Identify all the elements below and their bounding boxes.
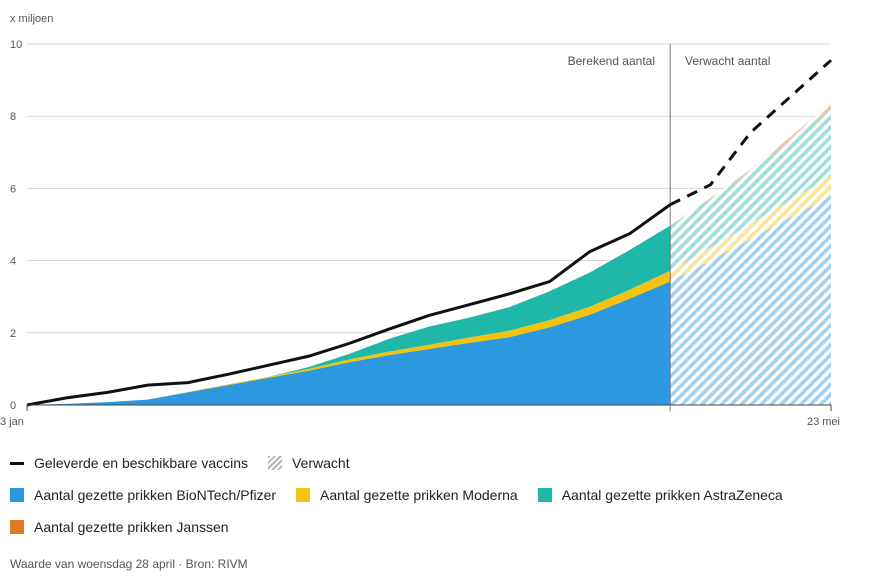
legend-item-astrazeneca: Aantal gezette prikken AstraZeneca — [537, 487, 783, 503]
delivered-line-group — [26, 59, 833, 407]
legend-row-2: Aantal gezette prikken BioNTech/Pfizer A… — [10, 479, 870, 511]
legend-swatch-janssen — [10, 520, 24, 534]
y-tick-label-4: 4 — [10, 256, 16, 268]
expected-hatch-area — [670, 102, 831, 406]
source-note: Waarde van woensdag 28 april · Bron: RIV… — [10, 557, 248, 571]
area-series-0 — [27, 195, 831, 405]
legend-label-moderna: Aantal gezette prikken Moderna — [320, 487, 518, 503]
y-tick-label-0: 0 — [10, 400, 16, 412]
legend-line-swatch — [10, 461, 24, 465]
legend: Geleverde en beschikbare vaccins Verwach… — [10, 447, 870, 543]
x-tick-label-0: 3 jan — [0, 416, 24, 428]
delivered-line-solid — [26, 203, 672, 407]
legend-label-janssen: Aantal gezette prikken Janssen — [34, 519, 229, 535]
expected-hatch-overlay — [669, 44, 831, 411]
phase-label-computed: Berekend aantal — [568, 54, 655, 68]
legend-item-pfizer: Aantal gezette prikken BioNTech/Pfizer — [10, 487, 276, 503]
legend-item-delivered: Geleverde en beschikbare vaccins — [10, 455, 248, 471]
delivered-line-dashed — [669, 59, 833, 206]
y-tick-label-6: 6 — [10, 183, 16, 195]
y-tick-label-2: 2 — [10, 328, 16, 340]
phase-label-expected: Verwacht aantal — [685, 54, 770, 68]
legend-swatch-pfizer — [10, 488, 24, 502]
y-unit-label: x miljoen — [10, 13, 53, 25]
legend-item-expected: Verwacht — [268, 455, 350, 471]
legend-item-janssen: Aantal gezette prikken Janssen — [10, 519, 229, 535]
y-tick-label-8: 8 — [10, 111, 16, 123]
legend-label-expected: Verwacht — [292, 455, 350, 471]
legend-row-1: Geleverde en beschikbare vaccins Verwach… — [10, 447, 870, 479]
legend-label-delivered: Geleverde en beschikbare vaccins — [34, 455, 249, 471]
chart-canvas: x miljoen 0 2 4 6 8 10 3 jan 23 mei Berekend a… — [0, 13, 840, 428]
legend-swatch-astrazeneca — [537, 488, 552, 502]
legend-row-3: Aantal gezette prikken Janssen — [10, 511, 870, 543]
legend-label-pfizer: Aantal gezette prikken BioNTech/Pfizer — [34, 487, 277, 503]
axes: 3 jan 23 mei — [0, 404, 840, 428]
y-tick-label-10: 10 — [10, 39, 22, 51]
x-tick-label-1: 23 mei — [807, 416, 840, 428]
legend-swatch-moderna — [296, 488, 311, 502]
legend-label-astrazeneca: Aantal gezette prikken AstraZeneca — [561, 487, 783, 503]
legend-hatch-swatch — [268, 456, 283, 470]
legend-item-moderna: Aantal gezette prikken Moderna — [296, 487, 518, 503]
